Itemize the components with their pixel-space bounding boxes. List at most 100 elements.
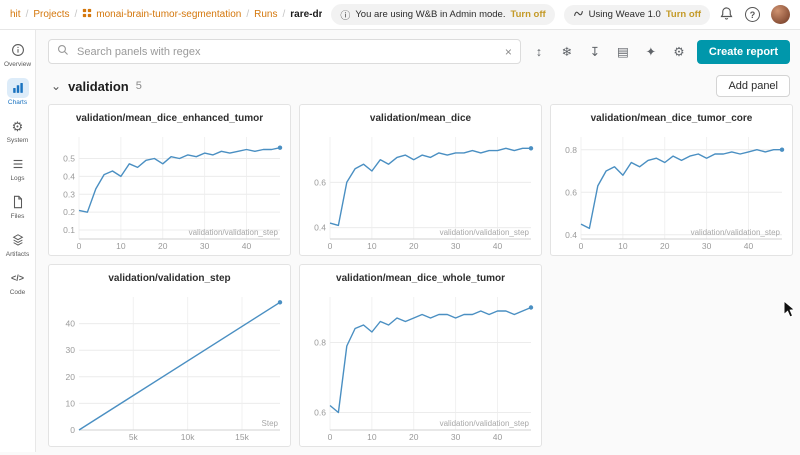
svg-text:0.6: 0.6 [565,187,577,197]
svg-text:15k: 15k [235,432,249,442]
panel-mean-dice[interactable]: validation/mean_dice 0 10 20 30 40 0.4 0.6 vali… [299,104,542,256]
validation-section-header: ⌄ validation 5 Add panel [36,69,800,103]
svg-text:10: 10 [367,432,377,442]
breadcrumb-runs[interactable]: Runs [254,9,278,20]
topbar: hit / Projects / monai-brain-tumor-segme… [0,0,800,30]
svg-text:30: 30 [200,241,210,251]
svg-text:10k: 10k [181,432,195,442]
svg-text:0: 0 [579,241,584,251]
admin-turn-off-link[interactable]: Turn off [510,9,546,20]
svg-text:0.8: 0.8 [565,145,577,155]
sidebar-item-system[interactable]: ⚙ System [1,113,35,148]
list-lines-icon [7,154,29,174]
create-report-button[interactable]: Create report [696,39,790,64]
overview-info-icon [7,40,29,60]
svg-text:40: 40 [493,241,503,251]
run-sidebar: Overview Charts ⚙ System Logs Files Arti… [0,30,36,452]
svg-text:validation/validation_step: validation/validation_step [440,419,530,428]
svg-text:10: 10 [116,241,126,251]
panel-title: validation/mean_dice_enhanced_tumor [75,113,264,124]
sidebar-item-code[interactable]: </> Code [1,265,35,300]
panel-grid: validation/mean_dice_enhanced_tumor 0 10 2… [36,103,800,455]
panel-layout-icon[interactable]: ▤ [617,45,629,59]
svg-text:30: 30 [451,432,461,442]
chart-validation-step[interactable]: 5k 10k 15k 0 10 20 30 40 Step [49,291,290,446]
settings-gear-icon[interactable]: ⚙ [673,45,685,59]
sidebar-item-charts[interactable]: Charts [1,75,35,110]
svg-text:10: 10 [66,398,76,408]
user-avatar[interactable] [771,5,790,24]
weave-icon [573,8,584,22]
sidebar-item-logs[interactable]: Logs [1,151,35,186]
project-icon [82,8,92,21]
file-icon [7,192,29,212]
sidebar-item-files[interactable]: Files [1,189,35,224]
clear-search-icon[interactable]: × [504,44,512,59]
breadcrumb-separator: / [282,9,286,20]
notifications-bell-icon[interactable] [719,6,734,24]
chart-mean-dice[interactable]: 0 10 20 30 40 0.4 0.6 validation/validation_ste… [300,131,541,255]
breadcrumb-separator: / [25,9,29,20]
svg-text:0.4: 0.4 [63,171,75,181]
weave-turn-off-link[interactable]: Turn off [665,9,701,20]
svg-text:0.1: 0.1 [63,225,75,235]
svg-text:20: 20 [409,241,419,251]
svg-text:20: 20 [660,241,670,251]
svg-text:validation/validation_step: validation/validation_step [189,228,279,237]
panel-validation-step[interactable]: validation/validation_step 5k 10k 15k 0 10 20… [48,264,291,447]
breadcrumb-run-name[interactable]: rare-dragon-23 [290,9,323,20]
panel-search[interactable]: × [48,39,521,64]
panel-mean-dice-tumor-core[interactable]: validation/mean_dice_tumor_core 0 10 20 30 4… [550,104,793,256]
gear-icon: ⚙ [11,118,24,134]
svg-text:40: 40 [66,319,76,329]
layers-icon [7,230,29,250]
panel-mean-dice-enhanced-tumor[interactable]: validation/mean_dice_enhanced_tumor 0 10 2… [48,104,291,256]
expand-panels-icon[interactable]: ↕ [535,44,543,59]
svg-text:20: 20 [409,432,419,442]
topbar-actions: ? [719,5,790,24]
sparkle-icon[interactable]: ✦ [645,45,657,59]
svg-text:Step: Step [262,419,279,428]
chart-mean-dice-whole-tumor[interactable]: 0 10 20 30 40 0.6 0.8 validation/validation_ste… [300,291,541,446]
svg-text:0: 0 [77,241,82,251]
admin-mode-text: You are using W&B in Admin mode. [355,9,506,20]
help-icon[interactable]: ? [745,7,760,22]
code-icon: </> [10,273,24,283]
svg-text:30: 30 [66,345,76,355]
chart-mean-dice-tumor-core[interactable]: 0 10 20 30 40 0.4 0.6 0.8 validation/validation_… [551,131,792,255]
svg-text:validation/validation_step: validation/validation_step [440,228,530,237]
search-icon [57,43,69,61]
svg-text:10: 10 [618,241,628,251]
breadcrumb-project[interactable]: monai-brain-tumor-segmentation [96,9,242,20]
admin-mode-banner: ⓘ You are using W&B in Admin mode. Turn … [331,4,555,25]
svg-text:0.2: 0.2 [63,207,75,217]
svg-text:10: 10 [367,241,377,251]
svg-text:0: 0 [70,425,75,435]
weave-banner: Using Weave 1.0 Turn off [563,4,710,25]
svg-text:20: 20 [158,241,168,251]
collapse-section-chevron-icon[interactable]: ⌄ [51,79,62,93]
arrow-down-icon[interactable]: ↧ [589,45,601,59]
svg-text:0: 0 [328,432,333,442]
snowflake-icon[interactable]: ❄ [561,45,573,59]
panel-title: validation/mean_dice [369,113,472,124]
svg-text:0.8: 0.8 [314,338,326,348]
add-panel-button[interactable]: Add panel [716,75,790,97]
panels-toolbar: × ↕ ❄ ↧ ▤ ✦ ⚙ Create report [36,30,800,69]
breadcrumb-separator: / [246,9,250,20]
sidebar-item-overview[interactable]: Overview [1,37,35,72]
svg-text:40: 40 [744,241,754,251]
panel-mean-dice-whole-tumor[interactable]: validation/mean_dice_whole_tumor 0 10 20 30… [299,264,542,447]
svg-text:0: 0 [328,241,333,251]
breadcrumb-entity[interactable]: hit [10,9,21,20]
svg-text:0.6: 0.6 [314,177,326,187]
svg-text:20: 20 [66,372,76,382]
sidebar-item-artifacts[interactable]: Artifacts [1,227,35,262]
weave-text: Using Weave 1.0 [588,9,661,20]
section-title: validation [68,78,129,94]
breadcrumb-projects[interactable]: Projects [33,9,70,20]
search-input[interactable] [75,44,499,59]
svg-text:40: 40 [493,432,503,442]
chart-mean-dice-enhanced-tumor[interactable]: 0 10 20 30 40 0.1 0.2 0.3 0.4 0.5 validation/valid… [49,131,290,255]
breadcrumb: hit / Projects / monai-brain-tumor-segme… [10,8,322,21]
